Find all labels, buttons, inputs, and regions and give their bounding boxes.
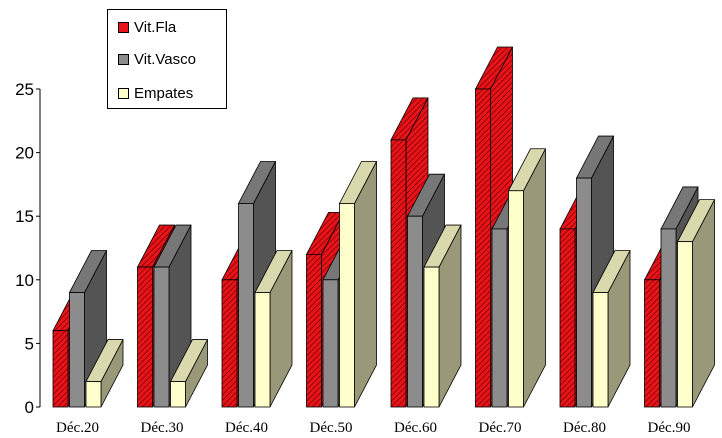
bar-front-face <box>138 267 153 407</box>
bar-front-face <box>593 293 608 407</box>
x-tick-label: Déc.20 <box>56 420 99 436</box>
bar-front-face <box>307 254 322 407</box>
y-tick-label: 10 <box>15 271 34 290</box>
bar-side-face <box>524 149 546 407</box>
bar-empates-6 <box>509 149 546 407</box>
x-axis-labels: Déc.20 Déc.30 Déc.40 Déc.50 Déc.60 Déc.70 Déc.… <box>56 420 690 436</box>
bar-front-face <box>509 191 524 407</box>
bar-side-face <box>355 161 377 407</box>
bar-front-face <box>476 89 491 407</box>
legend-swatch-vit-vasco <box>118 54 129 65</box>
x-tick-label: Déc.30 <box>141 420 184 436</box>
bar-empates-8 <box>678 200 715 407</box>
legend-label-empates: Empates <box>134 85 193 102</box>
legend-label-vit-vasco: Vit.Vasco <box>134 51 196 68</box>
legend: Vit.Fla Vit.Vasco Empates <box>107 9 227 109</box>
bar-front-face <box>222 280 237 407</box>
bar-front-face <box>255 293 270 407</box>
x-tick-label: Déc.90 <box>648 420 691 436</box>
bar-front-face <box>391 140 406 407</box>
legend-item-vit-vasco: Vit.Vasco <box>118 48 196 70</box>
x-tick-label: Déc.80 <box>563 420 606 436</box>
legend-swatch-vit-fla <box>118 22 129 33</box>
bar-front-face <box>492 229 507 407</box>
bar-front-face <box>408 216 423 407</box>
y-tick-label: 15 <box>15 207 34 226</box>
x-tick-label: Déc.40 <box>225 420 268 436</box>
legend-item-vit-fla: Vit.Fla <box>118 16 176 38</box>
x-tick-label: Déc.50 <box>310 420 353 436</box>
bar-front-face <box>560 229 575 407</box>
bar-front-face <box>577 178 592 407</box>
bar-front-face <box>678 242 693 407</box>
y-tick-label: 20 <box>15 144 34 163</box>
bar-front-face <box>53 331 68 407</box>
bar-front-face <box>154 267 169 407</box>
x-tick-label: Déc.70 <box>479 420 522 436</box>
y-axis: 0 5 10 15 20 25 <box>15 80 40 417</box>
bar-front-face <box>424 267 439 407</box>
bar-front-face <box>70 293 85 407</box>
bar-front-face <box>86 382 101 407</box>
bar-front-face <box>239 203 254 407</box>
bar-empates-4 <box>340 161 377 407</box>
legend-swatch-empates <box>118 88 129 99</box>
bar-front-face <box>340 203 355 407</box>
bar-front-face <box>645 280 660 407</box>
legend-item-empates: Empates <box>118 82 193 104</box>
bar-front-face <box>323 280 338 407</box>
legend-label-vit-fla: Vit.Fla <box>134 19 176 36</box>
x-tick-label: Déc.60 <box>394 420 437 436</box>
y-tick-label: 5 <box>25 334 34 353</box>
bar-front-face <box>171 382 186 407</box>
bar-front-face <box>661 229 676 407</box>
y-tick-label: 25 <box>15 80 34 99</box>
y-tick-label: 0 <box>25 398 34 417</box>
